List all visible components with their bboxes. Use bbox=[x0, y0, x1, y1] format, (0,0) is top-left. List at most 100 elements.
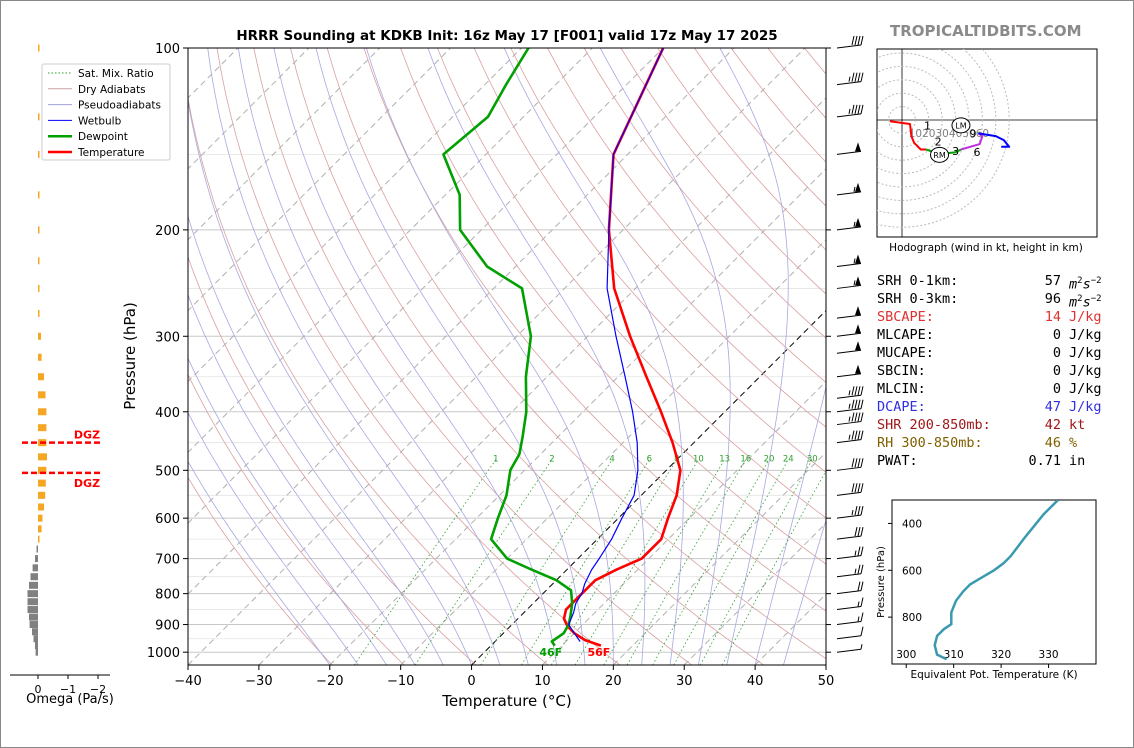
stats-table: SRH 0-1km: 57 m2s−2 SRH 0-3km: 96 m2s−2 SBCAPE… bbox=[877, 272, 1117, 470]
stat-label: PWAT: bbox=[877, 453, 918, 469]
hodograph-ring bbox=[877, 49, 997, 215]
stat-row: MLCAPE: 0 J/kg bbox=[877, 326, 1117, 344]
mixing-ratio-label: 30 bbox=[807, 455, 818, 465]
omega-bar bbox=[32, 628, 38, 636]
hodograph-ring bbox=[877, 79, 943, 161]
wind-barb bbox=[836, 72, 864, 86]
wind-barb bbox=[836, 626, 864, 640]
hodograph-ring bbox=[877, 52, 970, 188]
surface-dewpoint-label: 46F bbox=[539, 646, 562, 659]
dry-adiabat-line bbox=[326, 48, 826, 660]
wind-barb bbox=[836, 35, 864, 49]
legend-label: Wetbulb bbox=[78, 115, 122, 127]
x-tick-label: −30 bbox=[245, 674, 272, 689]
x-tick-label: 10 bbox=[534, 674, 551, 689]
dry-adiabat-line bbox=[473, 48, 826, 473]
pseudoadiabat-line bbox=[207, 48, 501, 665]
y-tick-label: 600 bbox=[155, 512, 180, 527]
x-tick-label: 20 bbox=[605, 674, 622, 689]
hodograph-frame bbox=[876, 48, 1098, 238]
theta-x-tick-label: 320 bbox=[991, 649, 1011, 661]
stat-unit: J/kg bbox=[1069, 345, 1102, 361]
omega-bar bbox=[38, 284, 40, 292]
omega-bar bbox=[38, 332, 41, 340]
hodograph-ring bbox=[877, 92, 930, 148]
y-tick-label: 900 bbox=[155, 619, 180, 634]
storm-motion-label: RM bbox=[933, 151, 946, 160]
pseudoadiabat-line bbox=[188, 214, 444, 665]
isotherm-line bbox=[400, 238, 826, 665]
brand-logo: TROPICALTIDBITS.COM bbox=[890, 22, 1082, 40]
stat-value: 0 bbox=[1052, 363, 1061, 379]
stat-row: MUCAPE: 0 J/kg bbox=[877, 344, 1117, 362]
omega-bar bbox=[38, 226, 40, 234]
wind-barb bbox=[836, 182, 862, 196]
y-tick-label: 700 bbox=[155, 553, 180, 568]
chart-title: HRRR Sounding at KDKB Init: 16z May 17 [… bbox=[236, 28, 777, 44]
wind-barb bbox=[836, 386, 864, 399]
hodograph-ring bbox=[888, 106, 916, 134]
mixing-ratio-label: 16 bbox=[740, 455, 751, 465]
mixing-ratio-line bbox=[574, 459, 699, 665]
wind-barb bbox=[836, 142, 862, 155]
omega-bar bbox=[29, 621, 38, 629]
y-tick-label: 400 bbox=[155, 406, 180, 421]
dry-adiabat-line bbox=[547, 48, 826, 383]
mixing-ratio-label: 36 bbox=[827, 455, 838, 465]
isotherm-line bbox=[612, 451, 826, 665]
dry-adiabat-line bbox=[437, 48, 826, 519]
pseudoadiabat-line bbox=[188, 98, 472, 665]
dry-adiabat-line bbox=[583, 48, 826, 339]
stat-label: MUCAPE: bbox=[877, 345, 934, 361]
y-tick-label: 1000 bbox=[147, 646, 180, 661]
series-temperature bbox=[562, 48, 682, 647]
wind-barb bbox=[836, 644, 863, 653]
omega-tick-label: −2 bbox=[90, 683, 106, 696]
x-tick-label: 0 bbox=[467, 674, 475, 689]
wind-barb bbox=[836, 483, 864, 496]
omega-bar bbox=[27, 606, 38, 614]
mixing-ratio-line bbox=[699, 459, 813, 665]
omega-bar bbox=[38, 191, 40, 199]
stat-row: SRH 0-3km: 96 m2s−2 bbox=[877, 290, 1117, 311]
series-dewpoint bbox=[442, 48, 574, 647]
stat-unit: kt bbox=[1069, 417, 1086, 433]
hodograph-height-label: 9 bbox=[970, 127, 977, 140]
omega-axis-label: Omega (Pa/s) bbox=[26, 692, 114, 707]
dry-adiabat-line bbox=[188, 255, 477, 665]
stat-unit: m2s−2 bbox=[1069, 276, 1102, 293]
stat-label: SBCIN: bbox=[877, 363, 926, 379]
pseudoadiabat-line bbox=[315, 48, 586, 665]
mixing-ratio-line bbox=[550, 459, 678, 665]
omega-bar bbox=[38, 491, 46, 499]
theta-y-tick-label: 600 bbox=[902, 565, 922, 577]
mixing-ratio-label: 4 bbox=[609, 455, 614, 465]
x-tick-label: 50 bbox=[818, 674, 835, 689]
stat-label: RH 300-850mb: bbox=[877, 435, 983, 451]
wind-barb bbox=[836, 324, 862, 337]
omega-bar bbox=[38, 424, 47, 432]
theta-x-tick-label: 300 bbox=[896, 649, 916, 661]
dgz-label: DGZ bbox=[74, 429, 100, 442]
stat-label: SBCAPE: bbox=[877, 309, 934, 325]
stat-unit: J/kg bbox=[1069, 381, 1102, 397]
storm-motion-marker bbox=[951, 117, 971, 134]
wind-barb bbox=[836, 458, 864, 471]
omega-bar bbox=[32, 564, 38, 572]
stat-value: 0 bbox=[1052, 345, 1061, 361]
wind-barb bbox=[836, 399, 864, 413]
mixing-ratio-line bbox=[652, 459, 770, 665]
omega-bar bbox=[38, 479, 46, 487]
x-axis-label: Temperature (°C) bbox=[441, 692, 571, 710]
omega-bar bbox=[38, 525, 42, 533]
wind-barb bbox=[836, 597, 864, 611]
surface-temperature-label: 56F bbox=[587, 646, 610, 659]
plot-area-border bbox=[187, 47, 827, 666]
wind-barb bbox=[836, 254, 862, 268]
dry-adiabat-line bbox=[363, 48, 826, 612]
omega-bar bbox=[38, 150, 40, 158]
x-tick-label: 40 bbox=[747, 674, 764, 689]
stat-value: 0.71 bbox=[1028, 453, 1061, 469]
isotherm-line bbox=[542, 380, 826, 665]
